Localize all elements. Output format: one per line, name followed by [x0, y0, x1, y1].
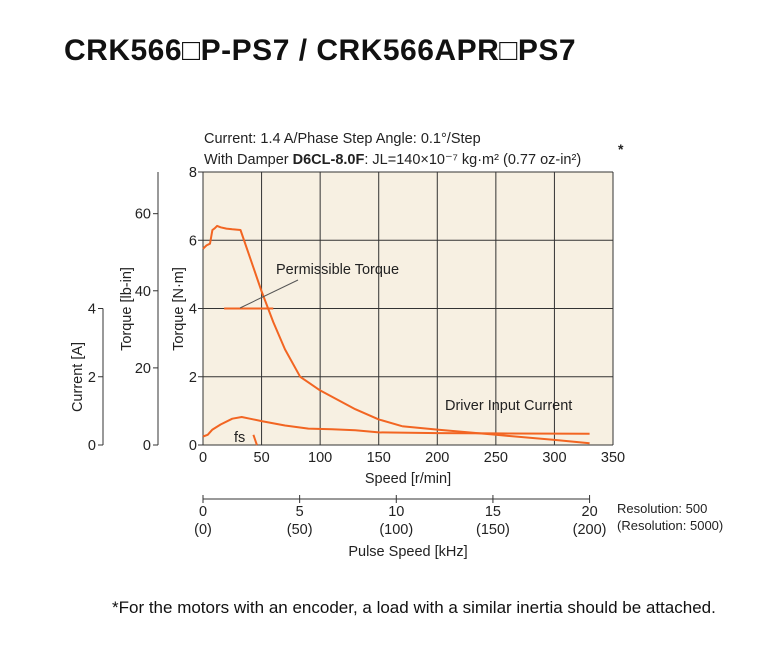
pulse-tick-alt-label: (50)	[287, 522, 313, 538]
y-tick-label-nm: 8	[189, 165, 197, 181]
pulse-resolution-label: Resolution: 500	[617, 501, 707, 516]
pulse-speed-axis: 0 (0) 5 (50) 10 (100) 15 (150) 20 (200)	[194, 495, 607, 538]
series-pull-out-torque	[202, 224, 403, 428]
x-tick-label: 300	[542, 450, 566, 466]
y-tick-label-nm: 2	[189, 370, 197, 386]
annotation-permissible-torque: Permissible Torque	[276, 262, 399, 278]
y-axis-label-current: Current [A]	[70, 342, 86, 412]
pulse-tick-label: 20	[582, 504, 598, 520]
x-axis-label: Speed [r/min]	[365, 471, 451, 487]
damper-inertia: : JL=140×10⁻⁷ kg·m² (0.77 oz-in²)	[364, 152, 581, 168]
pulse-tick-label: 15	[485, 504, 501, 520]
pulse-tick-alt-label: (100)	[379, 522, 413, 538]
asterisk-mark: *	[618, 141, 624, 157]
labels: 0 50 100 150 200 250 300 350 0 2 4 6 8 0 20 40 60 0 2 4	[88, 165, 625, 466]
grid	[202, 171, 614, 446]
x-tick-label: 200	[425, 450, 449, 466]
series-torque-tail	[402, 425, 590, 445]
permissible-leader-line	[239, 279, 299, 309]
pulse-tick-label: 5	[296, 504, 304, 520]
chart-header-damper: With Damper D6CL-8.0F: JL=140×10⁻⁷ kg·m²…	[204, 152, 581, 168]
y-tick-label-lbin: 20	[135, 361, 151, 377]
y-tick-label-nm: 6	[189, 233, 197, 249]
chart-header-current: Current: 1.4 A/Phase Step Angle: 0.1°/St…	[204, 131, 481, 147]
pulse-tick-alt-label: (200)	[573, 522, 607, 538]
curves	[202, 224, 590, 446]
pulse-tick-alt-label: (0)	[194, 522, 212, 538]
y-axis-label-lbin: Torque [lb-in]	[119, 267, 135, 351]
annotation-fs: fs	[234, 430, 245, 446]
axes	[98, 171, 203, 446]
annotation-driver-input-current: Driver Input Current	[445, 398, 572, 414]
y-tick-label-lbin: 0	[143, 438, 151, 454]
y-tick-label-lbin: 60	[135, 207, 151, 223]
pulse-tick-label: 0	[199, 504, 207, 520]
y-tick-label-nm: 0	[189, 438, 197, 454]
footnote: *For the motors with an encoder, a load …	[112, 598, 716, 617]
x-tick-label: 250	[484, 450, 508, 466]
x-tick-label: 50	[254, 450, 270, 466]
x-tick-label: 100	[308, 450, 332, 466]
pulse-resolution-alt-label: (Resolution: 5000)	[617, 518, 723, 533]
series-driver-input-current	[202, 416, 590, 438]
x-tick-label: 0	[199, 450, 207, 466]
x-tick-label: 350	[601, 450, 625, 466]
y-tick-label-nm: 4	[189, 302, 197, 318]
damper-model: D6CL-8.0F	[293, 152, 365, 168]
y-tick-label-current: 2	[88, 370, 96, 386]
y-tick-label-lbin: 40	[135, 284, 151, 300]
pulse-axis-label: Pulse Speed [kHz]	[348, 544, 467, 560]
y-tick-label-current: 0	[88, 438, 96, 454]
y-axis-label-nm: Torque [N·m]	[171, 267, 187, 351]
page-title: CRK566□P-PS7 / CRK566APR□PS7	[64, 34, 577, 67]
pulse-tick-alt-label: (150)	[476, 522, 510, 538]
pulse-tick-label: 10	[388, 504, 404, 520]
damper-prefix: With Damper	[204, 152, 293, 168]
series-fs	[252, 434, 258, 446]
x-tick-label: 150	[367, 450, 391, 466]
y-tick-label-current: 4	[88, 302, 96, 318]
